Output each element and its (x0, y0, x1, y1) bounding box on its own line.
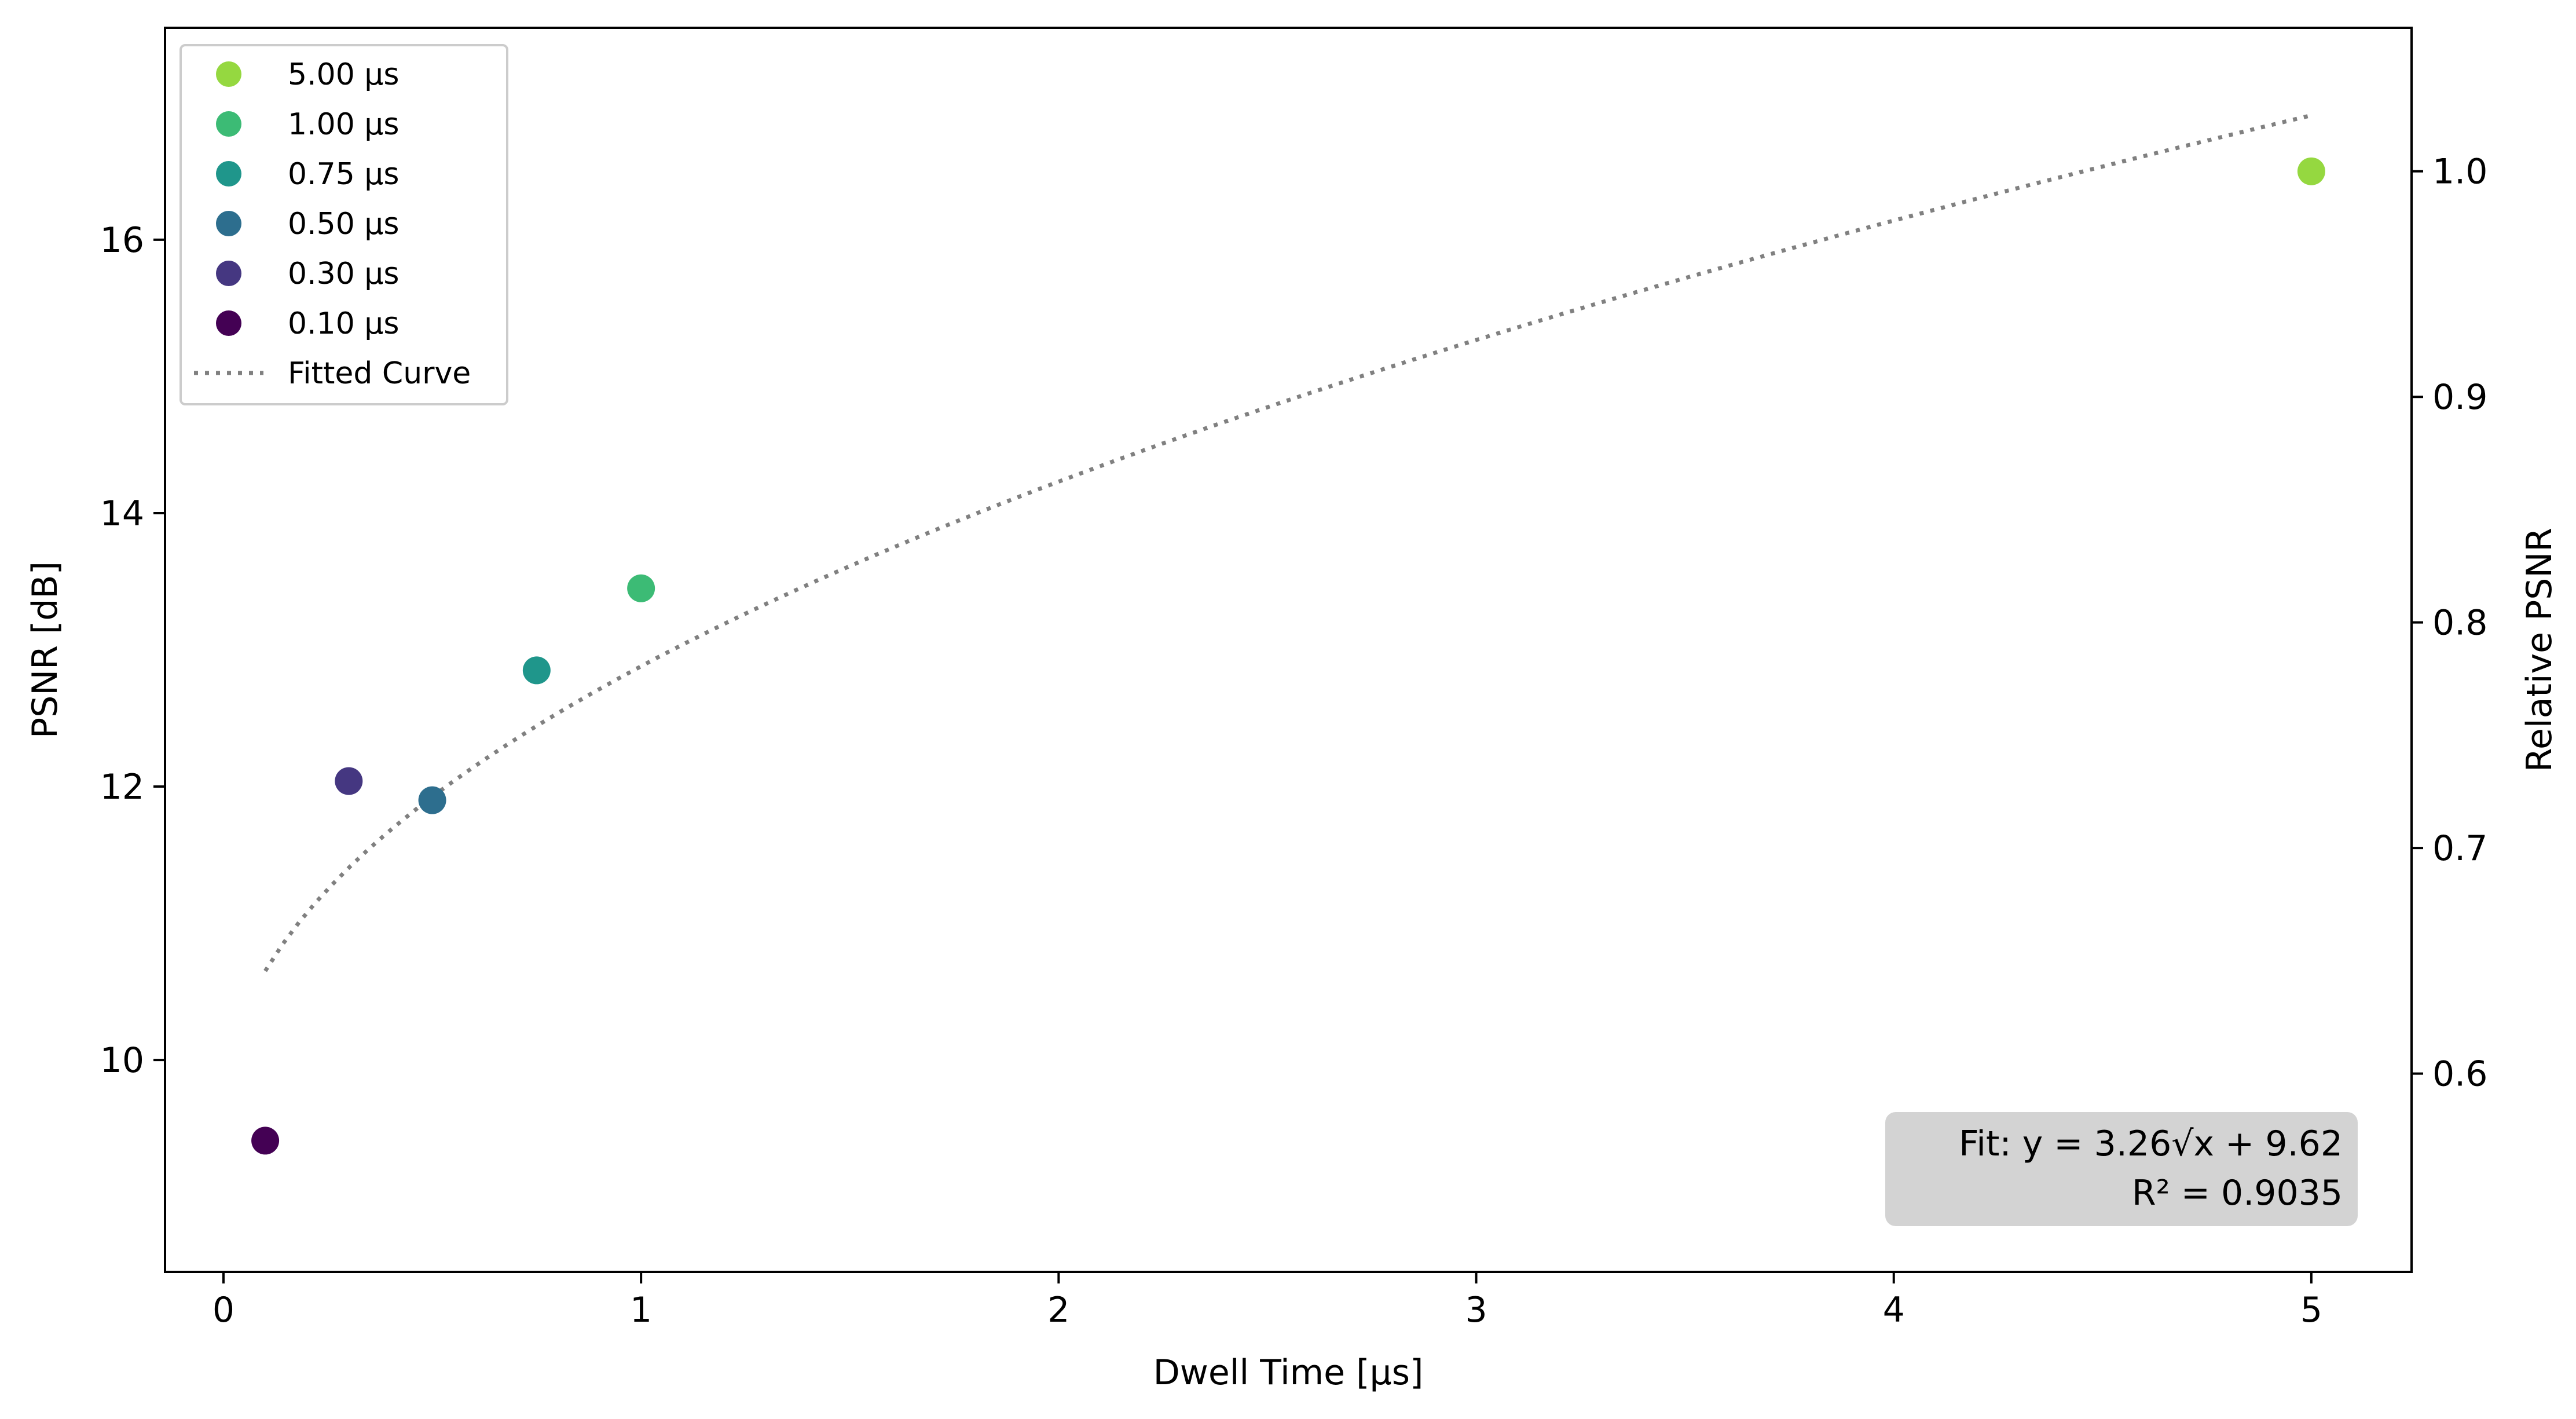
right-y-tick-label: 0.6 (2432, 1054, 2487, 1095)
y-axis-label: PSNR [dB] (25, 561, 65, 738)
x-tick-label: 0 (212, 1290, 234, 1330)
legend-marker (216, 111, 241, 137)
y-tick-label: 10 (100, 1040, 144, 1081)
plot-area (165, 28, 2412, 1272)
right-y-tick-label: 1.0 (2432, 152, 2487, 192)
x-tick-label: 1 (630, 1290, 652, 1330)
plot-frame (164, 27, 2413, 1273)
fit-annotation: Fit: y = 3.26√x + 9.62 R² = 0.9035 (1885, 1112, 2358, 1226)
right-y-axis-ticks: 0.6 0.7 0.8 0.9 1.0 (2412, 152, 2487, 1095)
legend-label: 0.75 µs (288, 157, 400, 192)
right-y-tick-label: 0.7 (2432, 828, 2487, 869)
x-axis-ticks: 0 1 2 3 4 5 (212, 1272, 2322, 1330)
y-tick-label: 14 (100, 493, 144, 534)
y-tick-label: 16 (100, 220, 144, 261)
legend-label: 0.50 µs (288, 207, 400, 242)
right-y-axis-label: Relative PSNR (2519, 528, 2560, 772)
legend-label: 1.00 µs (288, 107, 400, 142)
legend-box (179, 44, 508, 405)
x-tick-label: 3 (1465, 1290, 1487, 1330)
right-y-tick-label: 0.8 (2432, 603, 2487, 643)
data-point-075 (522, 656, 551, 685)
legend-marker (216, 161, 241, 186)
fitted-curve-group (263, 113, 2312, 972)
data-point-030 (335, 767, 363, 795)
legend-label: 0.30 µs (288, 257, 400, 291)
fit-r-squared: R² = 0.9035 (2132, 1173, 2343, 1213)
x-tick-label: 4 (1883, 1290, 1905, 1330)
data-point-500 (2297, 157, 2325, 185)
data-point-010 (251, 1127, 280, 1155)
legend: 5.00 µs 1.00 µs 0.75 µs 0.50 µs 0.30 µs 0.10 … (179, 44, 508, 405)
legend-marker (216, 261, 241, 286)
y-axis-ticks: 10 12 14 16 (100, 220, 165, 1081)
legend-marker (216, 61, 241, 87)
legend-label: 0.10 µs (288, 306, 400, 341)
x-tick-label: 2 (1047, 1290, 1069, 1330)
right-y-tick-label: 0.9 (2432, 377, 2487, 418)
data-points-group (251, 157, 2325, 1155)
data-point-100 (627, 574, 655, 602)
legend-label-fit: Fitted Curve (288, 356, 471, 391)
legend-marker (216, 211, 241, 236)
data-point-050 (418, 786, 446, 814)
legend-marker (216, 310, 241, 336)
fit-annotation-box (1885, 1112, 2358, 1226)
x-tick-label: 5 (2300, 1290, 2322, 1330)
y-tick-label: 12 (100, 767, 144, 807)
x-axis-label: Dwell Time [µs] (1153, 1352, 1424, 1393)
fit-equation: Fit: y = 3.26√x + 9.62 (1959, 1124, 2343, 1164)
legend-label: 5.00 µs (288, 57, 400, 92)
fitted-curve (263, 113, 2312, 972)
